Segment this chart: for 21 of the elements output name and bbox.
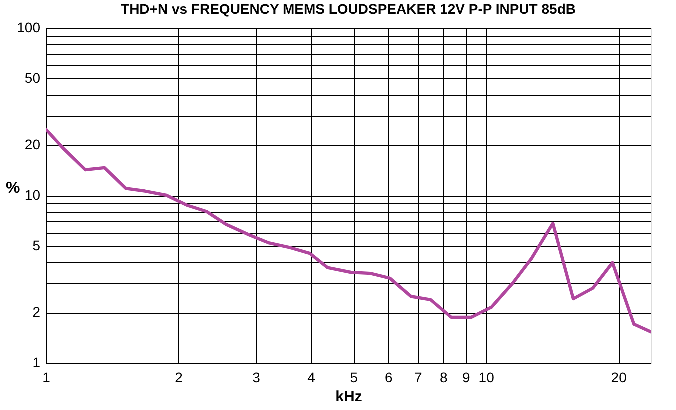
x-tick-label: 7 xyxy=(414,370,423,386)
x-tick-label: 5 xyxy=(350,370,358,386)
y-tick-label: 20 xyxy=(24,136,41,153)
x-tick-label: 20 xyxy=(611,370,628,386)
x-tick-label: 2 xyxy=(175,370,184,386)
chart-title: THD+N vs FREQUENCY MEMS LOUDSPEAKER 12V P-P INPUT 85dB xyxy=(121,1,576,17)
y-tick-label: 5 xyxy=(32,237,41,254)
x-tick-label: 8 xyxy=(440,370,448,386)
y-tick-label: 2 xyxy=(32,304,41,320)
x-axis-title: kHz xyxy=(336,388,362,406)
x-tick-label: 9 xyxy=(462,370,471,386)
y-tick-label: 1 xyxy=(32,354,41,370)
x-tick-label: 3 xyxy=(252,370,261,386)
y-axis-title: % xyxy=(6,180,20,197)
y-tick-label: 50 xyxy=(24,70,41,86)
x-tick-label: 6 xyxy=(385,370,394,386)
x-tick-label: 10 xyxy=(478,370,495,386)
y-tick-label: 10 xyxy=(24,187,41,203)
y-tick-label: 100 xyxy=(17,20,41,36)
x-tick-label: 1 xyxy=(42,370,51,386)
x-tick-label: 4 xyxy=(308,370,316,386)
